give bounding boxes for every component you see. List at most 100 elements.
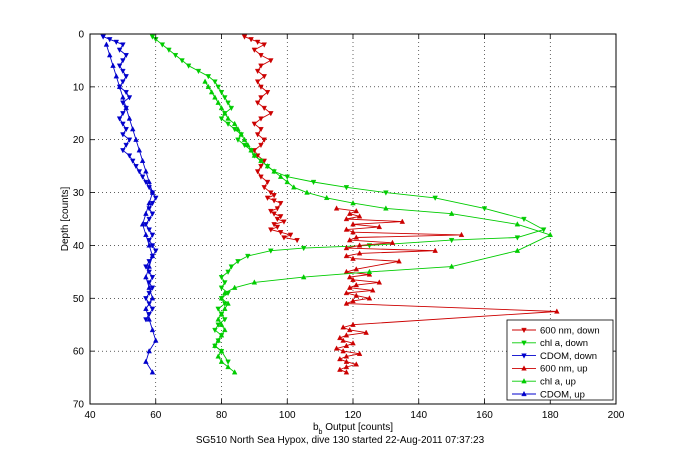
- data-point: [143, 317, 149, 323]
- data-point: [120, 42, 126, 48]
- series-0: [241, 34, 300, 244]
- data-point: [205, 74, 212, 80]
- data-point: [235, 137, 241, 143]
- data-point: [343, 226, 350, 232]
- data-point: [245, 141, 251, 148]
- data-point: [120, 68, 126, 75]
- data-point: [222, 110, 228, 116]
- data-point: [268, 208, 274, 215]
- legend-item: chl a, down: [512, 338, 588, 349]
- data-point: [353, 282, 360, 288]
- data-point: [251, 148, 258, 154]
- y-axis-title: Depth [counts]: [60, 187, 71, 252]
- data-point: [383, 205, 389, 211]
- legend-label: CDOM, up: [540, 389, 585, 400]
- data-point: [258, 116, 264, 122]
- data-point: [432, 195, 438, 201]
- data-point: [120, 132, 126, 138]
- legend-item: CDOM, down: [512, 351, 597, 362]
- y-tick-label: 0: [78, 30, 84, 41]
- data-point: [126, 115, 133, 121]
- data-point: [225, 115, 231, 121]
- data-point: [514, 221, 521, 227]
- legend-item: 600 nm, up: [512, 364, 588, 375]
- data-point: [218, 116, 225, 122]
- data-point: [166, 47, 172, 53]
- data-point: [271, 222, 277, 228]
- data-point: [251, 152, 258, 158]
- data-point: [258, 142, 264, 149]
- data-point: [202, 78, 208, 84]
- data-point: [346, 274, 353, 280]
- data-point: [116, 83, 123, 89]
- data-point: [139, 157, 146, 163]
- data-point: [126, 137, 133, 143]
- data-point: [261, 137, 267, 143]
- data-point: [300, 245, 307, 252]
- data-point: [149, 232, 156, 238]
- data-point: [225, 363, 231, 370]
- data-point: [110, 62, 116, 68]
- data-point: [120, 79, 126, 85]
- data-point: [120, 121, 126, 127]
- data-point: [231, 127, 238, 133]
- data-point: [113, 39, 120, 45]
- x-tick-label: 160: [476, 410, 493, 421]
- data-point: [218, 348, 225, 354]
- legend-item: 600 nm, down: [512, 325, 600, 336]
- data-point: [448, 210, 455, 216]
- data-point: [356, 250, 363, 256]
- data-point: [123, 53, 129, 59]
- data-point: [350, 221, 356, 227]
- data-point: [350, 276, 356, 282]
- data-point: [123, 142, 129, 149]
- data-point: [268, 190, 274, 196]
- legend-label: 600 nm, up: [540, 364, 588, 375]
- data-point: [149, 252, 156, 259]
- data-point: [350, 229, 356, 235]
- data-point: [218, 311, 225, 317]
- legend-label: chl a, down: [540, 338, 588, 349]
- data-point: [136, 147, 143, 153]
- data-point: [268, 58, 274, 64]
- data-point: [547, 231, 553, 237]
- data-point: [300, 274, 307, 280]
- data-point: [340, 324, 346, 330]
- data-point: [222, 317, 228, 323]
- data-point: [146, 316, 152, 322]
- data-point: [310, 179, 317, 186]
- data-point: [258, 157, 264, 163]
- data-point: [241, 136, 248, 142]
- data-point: [343, 363, 350, 370]
- data-point: [337, 356, 343, 362]
- data-point: [271, 211, 277, 217]
- data-point: [356, 350, 363, 356]
- data-point: [514, 247, 521, 253]
- data-point: [274, 216, 281, 223]
- data-point: [120, 58, 126, 64]
- data-point: [215, 353, 221, 359]
- data-point: [268, 227, 274, 233]
- data-point: [337, 334, 343, 341]
- legend-label: CDOM, down: [540, 351, 597, 362]
- x-tick-label: 40: [84, 410, 96, 421]
- figure-caption: SG510 North Sea Hypox, dive 130 started …: [196, 435, 485, 446]
- y-tick-label: 60: [73, 347, 85, 358]
- data-point: [143, 210, 149, 216]
- data-point: [258, 95, 264, 101]
- legend-item: CDOM, up: [512, 389, 585, 400]
- data-point: [222, 326, 228, 333]
- data-point: [343, 245, 350, 251]
- data-point: [343, 358, 350, 364]
- data-point: [143, 264, 149, 270]
- data-point: [353, 208, 360, 214]
- data-point: [343, 215, 350, 222]
- data-point: [396, 258, 402, 264]
- legend-swatch-marker: [521, 365, 527, 371]
- data-point: [258, 53, 264, 59]
- data-point: [268, 248, 274, 254]
- data-point: [222, 95, 228, 101]
- data-point: [116, 63, 123, 69]
- data-point: [212, 327, 218, 334]
